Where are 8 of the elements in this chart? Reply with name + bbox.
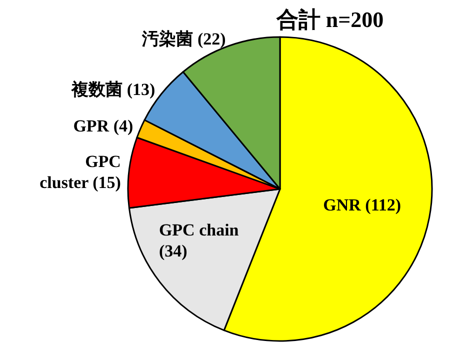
slice-label: GNR (112): [323, 196, 402, 215]
slice-label: 複数菌 (13): [70, 80, 156, 99]
chart-title: 合計 n=200: [275, 7, 384, 32]
slice-label: GPC cluster (15): [40, 152, 121, 192]
slice-label: GPC chain: [158, 220, 240, 240]
slice-label: 汚染菌 (22): [141, 29, 226, 48]
slice-label: GPR (4): [73, 116, 134, 136]
data-label: (34): [158, 242, 188, 261]
